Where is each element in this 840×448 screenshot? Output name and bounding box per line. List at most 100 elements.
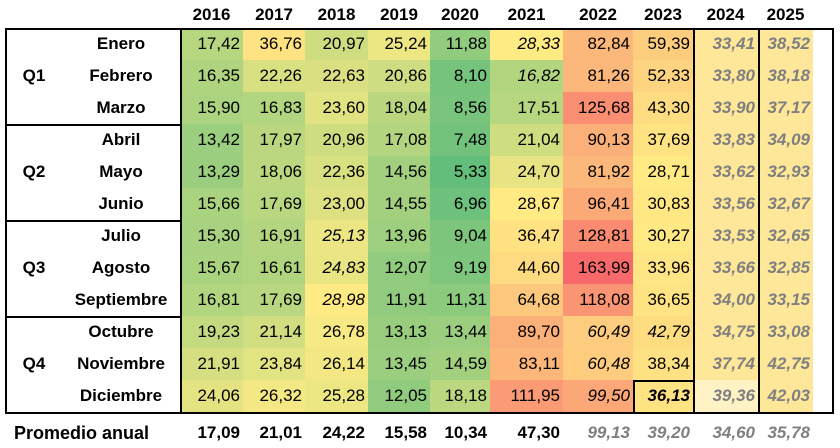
value-cell: 33,83	[693, 124, 758, 156]
value-cell: 11,88	[430, 28, 490, 60]
value-cell: 37,74	[693, 348, 758, 380]
value-cell: 16,81	[180, 284, 243, 316]
value-cell: 22,36	[305, 156, 368, 188]
value-cell: 28,33	[490, 28, 563, 60]
value-cell: 38,52	[758, 28, 813, 60]
quarter-label: Q4	[22, 354, 46, 373]
quarter-divider	[5, 124, 180, 126]
value-cell: 17,42	[180, 28, 243, 60]
value-cell: 16,83	[243, 92, 305, 124]
value-cell: 25,28	[305, 380, 368, 412]
month-label: Octubre	[88, 322, 154, 341]
year-header-2025: 2025	[766, 5, 805, 24]
value-cell: 83,11	[490, 348, 563, 380]
value-cell: 42,75	[758, 348, 813, 380]
projection-divider	[758, 28, 760, 412]
value-cell: 33,90	[693, 92, 758, 124]
average-value: 47,30	[517, 423, 560, 442]
value-cell: 14,55	[368, 188, 430, 220]
value-cell: 33,41	[693, 28, 758, 60]
value-cell: 5,33	[430, 156, 490, 188]
value-cell: 99,50	[563, 380, 633, 412]
data-left-border	[180, 28, 182, 412]
value-cell: 8,10	[430, 60, 490, 92]
value-cell: 12,07	[368, 252, 430, 284]
value-cell: 23,84	[243, 348, 305, 380]
month-label: Diciembre	[79, 386, 163, 405]
year-header-2017: 2017	[255, 5, 293, 24]
year-header-2021: 2021	[507, 5, 546, 24]
value-cell: 13,42	[180, 124, 243, 156]
value-cell: 20,97	[305, 28, 368, 60]
average-value: 21,01	[259, 423, 302, 442]
value-cell: 33,96	[633, 252, 693, 284]
value-cell: 36,76	[243, 28, 305, 60]
quarter-label: Q1	[22, 66, 46, 85]
value-cell: 16,61	[243, 252, 305, 284]
value-cell: 36,65	[633, 284, 693, 316]
month-label: Abril	[101, 130, 141, 149]
highlight-box-top	[633, 380, 693, 382]
value-cell: 13,13	[368, 316, 430, 348]
average-value: 39,20	[647, 423, 690, 442]
year-header-2020: 2020	[441, 5, 479, 24]
value-cell: 7,48	[430, 124, 490, 156]
value-cell: 36,47	[490, 220, 563, 252]
value-cell: 24,83	[305, 252, 368, 284]
month-label: Junio	[98, 194, 144, 213]
table-right-border	[832, 28, 834, 414]
value-cell: 23,60	[305, 92, 368, 124]
value-cell: 21,91	[180, 348, 243, 380]
value-cell: 118,08	[563, 284, 633, 316]
quarter-divider	[5, 316, 180, 318]
value-cell: 17,69	[243, 284, 305, 316]
value-cell: 14,56	[368, 156, 430, 188]
value-cell: 32,85	[758, 252, 813, 284]
month-label: Agosto	[91, 258, 151, 277]
average-value: 99,13	[587, 423, 630, 442]
value-cell: 125,68	[563, 92, 633, 124]
value-cell: 33,56	[693, 188, 758, 220]
value-cell: 64,68	[490, 284, 563, 316]
value-cell: 13,96	[368, 220, 430, 252]
value-cell: 28,71	[633, 156, 693, 188]
table-bottom-border	[5, 412, 834, 414]
quarter-divider	[5, 220, 180, 222]
average-value: 15,58	[384, 423, 427, 442]
value-cell: 33,53	[693, 220, 758, 252]
value-cell: 34,09	[758, 124, 813, 156]
value-cell: 14,59	[430, 348, 490, 380]
projection-divider	[693, 28, 695, 412]
average-value: 24,22	[322, 423, 365, 442]
value-cell: 24,06	[180, 380, 243, 412]
average-value: 34,60	[712, 423, 755, 442]
year-header-2022: 2022	[579, 5, 617, 24]
value-cell: 33,08	[758, 316, 813, 348]
value-cell: 20,86	[368, 60, 430, 92]
value-cell: 44,60	[490, 252, 563, 284]
value-cell: 17,69	[243, 188, 305, 220]
value-cell: 21,14	[243, 316, 305, 348]
value-cell: 32,65	[758, 220, 813, 252]
year-header-2023: 2023	[644, 5, 682, 24]
value-cell: 9,19	[430, 252, 490, 284]
value-cell: 24,70	[490, 156, 563, 188]
average-value: 17,09	[197, 423, 240, 442]
month-label: Noviembre	[77, 354, 165, 373]
value-cell: 18,04	[368, 92, 430, 124]
value-cell: 11,31	[430, 284, 490, 316]
value-cell: 25,24	[368, 28, 430, 60]
year-header-2018: 2018	[317, 5, 356, 24]
table-top-border	[5, 28, 834, 30]
value-cell: 26,14	[305, 348, 368, 380]
value-cell: 17,08	[368, 124, 430, 156]
value-cell: 26,32	[243, 380, 305, 412]
value-cell: 13,29	[180, 156, 243, 188]
value-cell: 89,70	[490, 316, 563, 348]
month-label: Marzo	[96, 98, 146, 117]
value-cell: 22,26	[243, 60, 305, 92]
value-cell: 25,13	[305, 220, 368, 252]
month-label: Julio	[101, 226, 141, 245]
year-header-2019: 2019	[380, 5, 418, 24]
